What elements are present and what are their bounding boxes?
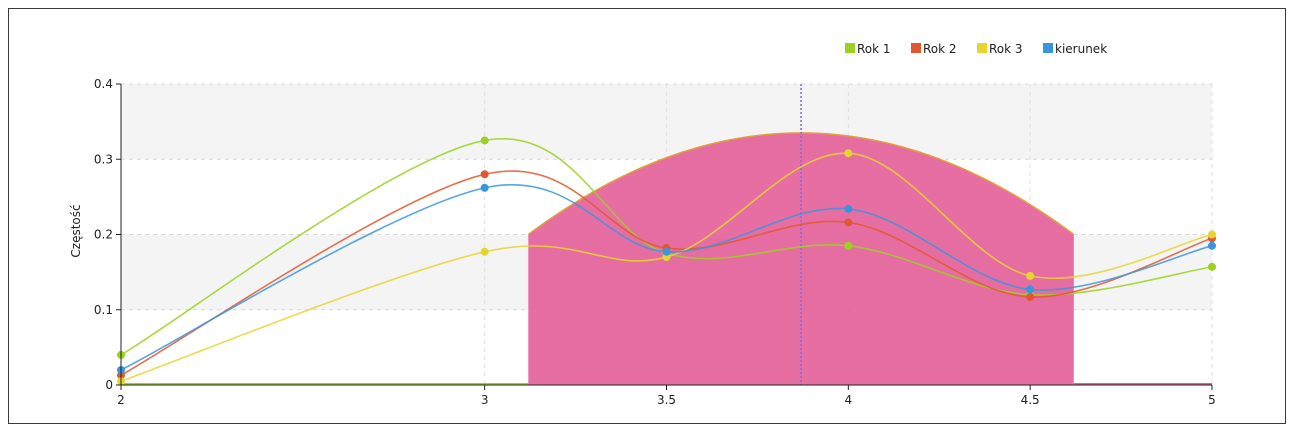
series-line-rok-3	[120, 152, 1213, 382]
series-points	[117, 136, 1216, 386]
legend-label: kierunek	[1055, 42, 1107, 56]
data-point-rok-2	[1026, 292, 1035, 301]
axes	[116, 83, 1213, 390]
distribution-fill	[528, 132, 1074, 385]
data-point-rok-3	[844, 149, 853, 158]
data-point-rok-3	[1208, 230, 1216, 239]
x-tick-label: 4.5	[1021, 393, 1040, 407]
x-tick-label: 5	[1208, 393, 1216, 407]
y-tick-label: 0.4	[94, 77, 113, 91]
legend-swatch	[1043, 43, 1053, 53]
data-point-rok-2	[480, 170, 489, 179]
distribution-area	[121, 84, 1212, 385]
y-axis-title: Częstość	[69, 204, 83, 257]
data-point-kierunek	[844, 204, 853, 213]
y-tick-label: 0.1	[94, 303, 113, 317]
data-point-kierunek	[662, 247, 671, 256]
y-tick-label: 0.2	[94, 228, 113, 242]
legend-label: Rok 1	[857, 42, 891, 56]
data-point-kierunek	[1208, 241, 1216, 250]
legend-swatch	[911, 43, 921, 53]
legend-swatch	[845, 43, 855, 53]
tick-labels: 0 0.1 0.2 0.3 0.4 2 3 3.5 4 4.5 5	[94, 77, 1216, 407]
data-point-rok-1	[480, 136, 489, 145]
data-point-rok-1	[844, 241, 853, 250]
y-tick-label: 0.3	[94, 152, 113, 166]
data-point-kierunek	[1026, 285, 1035, 294]
y-tick-label: 0	[105, 378, 113, 392]
data-point-kierunek	[480, 183, 489, 192]
data-point-rok-3	[480, 247, 489, 256]
legend-label: Rok 2	[923, 42, 957, 56]
legend-label: Rok 3	[989, 42, 1023, 56]
plot-band	[121, 84, 1212, 160]
x-tick-label: 3.5	[657, 393, 676, 407]
data-point-rok-1	[1208, 262, 1216, 271]
x-tick-label: 3	[481, 393, 489, 407]
data-point-rok-2	[844, 218, 853, 227]
chart-frame: 0 0.1 0.2 0.3 0.4 2 3 3.5 4 4.5 5 Częstość Rok 1 Ro…	[8, 8, 1286, 424]
legend-swatch	[977, 43, 987, 53]
legend: Rok 1 Rok 2 Rok 3 kierunek	[845, 42, 1107, 56]
x-tick-label: 4	[845, 393, 853, 407]
frequency-chart: 00.10.20.30.42 3 3.5 4 4.5 5 Częstość Rok 1 Ro…	[69, 42, 1216, 407]
data-point-rok-3	[1026, 271, 1035, 280]
x-tick-label: 2	[117, 393, 125, 407]
